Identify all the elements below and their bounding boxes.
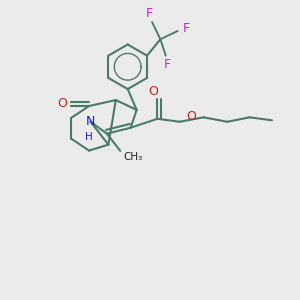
Text: N: N bbox=[86, 115, 95, 128]
Text: F: F bbox=[183, 22, 190, 35]
Text: O: O bbox=[57, 97, 67, 110]
Text: O: O bbox=[148, 85, 158, 98]
Text: H: H bbox=[85, 132, 93, 142]
Text: CH₃: CH₃ bbox=[123, 152, 142, 162]
Text: O: O bbox=[186, 110, 196, 123]
Text: F: F bbox=[164, 58, 171, 71]
Text: F: F bbox=[146, 7, 153, 20]
